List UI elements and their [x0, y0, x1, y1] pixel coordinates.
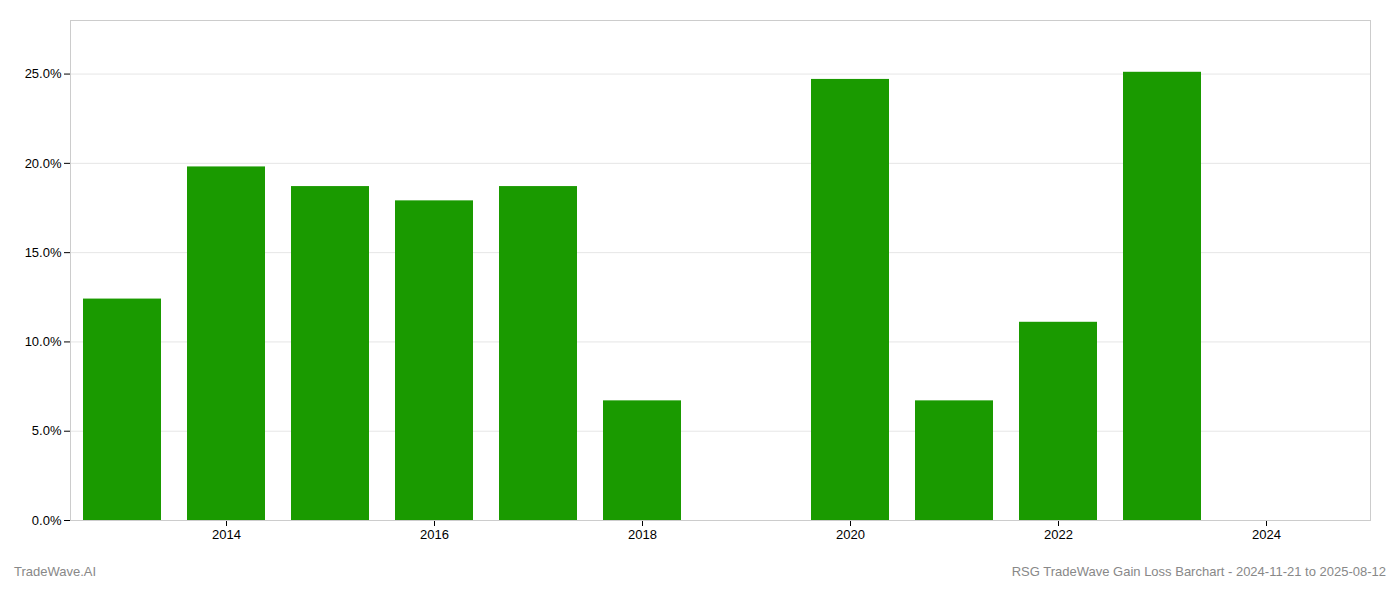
svg-text:20.0%: 20.0% — [25, 156, 62, 171]
svg-text:15.0%: 15.0% — [25, 245, 62, 260]
html-text:TradeWave.AI: TradeWave.AI — [14, 564, 97, 579]
svg-text:2014: 2014 — [212, 527, 241, 542]
svg-text:2020: 2020 — [836, 527, 865, 542]
svg-text:2024: 2024 — [1252, 527, 1281, 542]
html-text:RSG TradeWave Gain Loss Barcha: RSG TradeWave Gain Loss Barchart - 2024-… — [1011, 564, 1386, 579]
svg-text:10.0%: 10.0% — [25, 334, 62, 349]
svg-text:5.0%: 5.0% — [32, 423, 62, 438]
svg-text:0.0%: 0.0% — [32, 513, 62, 528]
svg-text:2016: 2016 — [420, 527, 449, 542]
svg-text:25.0%: 25.0% — [25, 66, 62, 81]
svg-text:2018: 2018 — [628, 527, 657, 542]
svg-text:2022: 2022 — [1044, 527, 1073, 542]
